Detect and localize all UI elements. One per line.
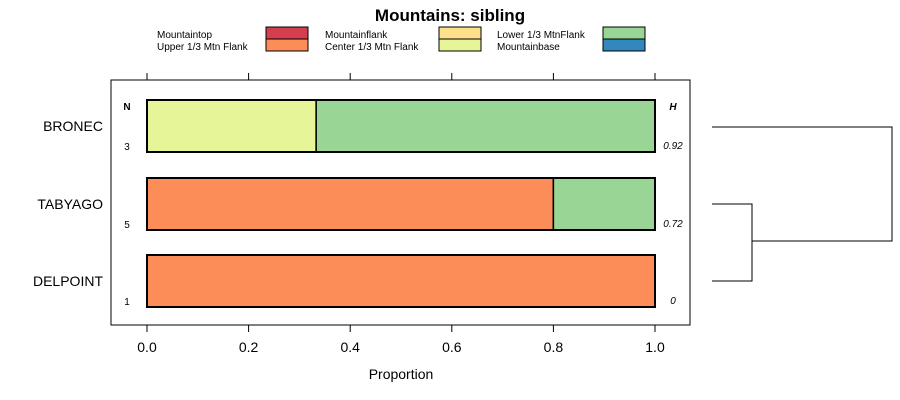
x-tick-label: 0.8 <box>544 339 564 355</box>
legend-label: Upper 1/3 Mtn Flank <box>157 42 249 53</box>
x-tick-label: 0.0 <box>137 339 157 355</box>
x-tick-label: 0.6 <box>442 339 462 355</box>
legend-swatch <box>265 38 309 52</box>
x-tick-label: 1.0 <box>645 339 665 355</box>
n-value: 3 <box>124 142 130 153</box>
bar-segment <box>146 254 656 308</box>
bars <box>146 99 656 308</box>
legend-label: Mountaintop <box>157 30 212 41</box>
h-value: 0.72 <box>663 219 683 230</box>
x-tick-label: 0.2 <box>239 339 259 355</box>
n-value: 1 <box>124 297 130 308</box>
dendrogram-branch-outer <box>712 126 893 242</box>
bar-segment <box>552 177 656 231</box>
legend-swatch <box>438 26 482 40</box>
bar-outline <box>146 99 656 153</box>
legend-swatch <box>265 26 309 40</box>
plot-frame <box>110 79 691 326</box>
legend-swatch <box>602 38 646 52</box>
chart-title: Mountains: sibling <box>375 6 525 25</box>
category-label: DELPOINT <box>33 273 103 289</box>
bar-outline <box>146 254 656 308</box>
n-header: N <box>123 102 130 113</box>
dendrogram-branch-inner <box>712 203 753 282</box>
row-labels: BRONEC 3 0.92 TABYAGO 5 0.72 DELPOINT 1 0 <box>33 118 683 308</box>
legend-label: Lower 1/3 MtnFlank <box>497 30 586 41</box>
legend-label: Center 1/3 Mtn Flank <box>325 42 419 53</box>
bar-segment <box>146 99 317 153</box>
legend-swatch <box>602 26 646 40</box>
bar-outline <box>146 177 656 231</box>
bar-segment <box>146 177 555 231</box>
h-value: 0.92 <box>663 141 683 152</box>
category-label: TABYAGO <box>37 196 103 212</box>
x-axis: 0.0 0.2 0.4 0.6 0.8 1.0 <box>137 73 665 355</box>
dendrogram <box>712 126 893 282</box>
h-header: H <box>669 102 677 113</box>
legend-label: Mountainflank <box>325 30 388 41</box>
n-value: 5 <box>124 220 130 231</box>
x-axis-label: Proportion <box>369 366 434 382</box>
h-value: 0 <box>670 296 676 307</box>
x-tick-label: 0.4 <box>340 339 360 355</box>
category-label: BRONEC <box>43 118 103 134</box>
bar-segment <box>315 99 656 153</box>
legend-label: Mountainbase <box>497 42 560 53</box>
legend-swatch <box>438 38 482 52</box>
